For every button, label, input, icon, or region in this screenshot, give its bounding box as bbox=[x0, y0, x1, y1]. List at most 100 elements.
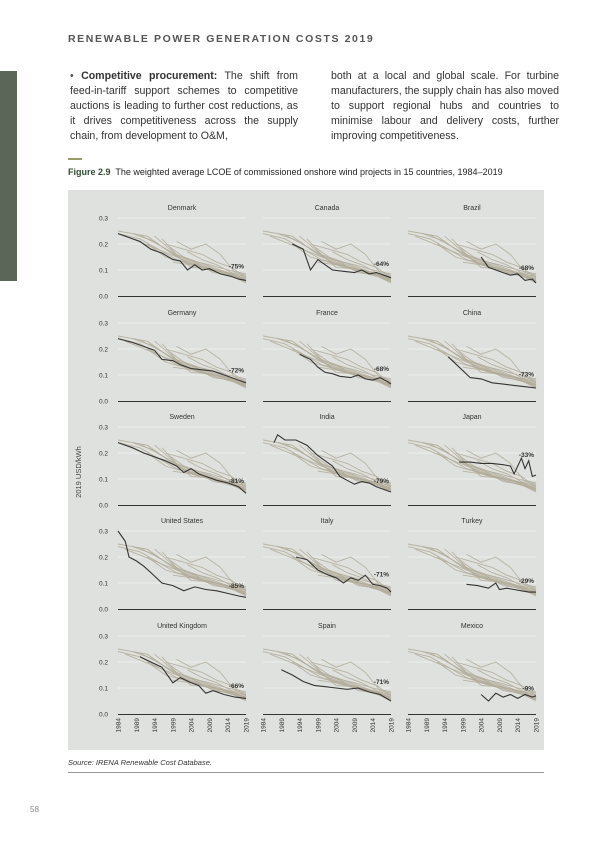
background-series-line bbox=[183, 569, 247, 594]
panel-title-spain: Spain bbox=[318, 623, 336, 630]
background-series-line bbox=[176, 346, 247, 381]
background-series-line bbox=[310, 243, 392, 279]
y-tick-label: 0.2 bbox=[99, 660, 108, 667]
background-series-line bbox=[473, 465, 537, 490]
y-tick-label: 0.1 bbox=[99, 581, 108, 588]
y-axis-label: 2019 USD/kWh bbox=[74, 446, 83, 498]
x-tick-label: 2014 bbox=[370, 718, 377, 733]
background-series-line bbox=[455, 243, 537, 279]
background-series-line bbox=[165, 243, 247, 279]
small-multiples-chart: 2019 USD/kWh 0.0 0.1 0.2 0.3 Denmark -75% Canad… bbox=[74, 205, 541, 733]
x-tick-label: 1999 bbox=[170, 718, 177, 733]
background-series-line bbox=[270, 653, 392, 695]
change-label-united-states: -85% bbox=[229, 583, 244, 590]
background-series-line bbox=[168, 559, 247, 588]
background-series-line bbox=[458, 246, 537, 275]
x-tick-label: 1984 bbox=[116, 718, 123, 733]
background-series-line bbox=[415, 653, 537, 695]
y-tick-label: 0.0 bbox=[99, 399, 108, 406]
change-label-china: -73% bbox=[519, 371, 534, 378]
background-series-line bbox=[176, 659, 247, 694]
background-series-line bbox=[270, 548, 392, 590]
background-series-line bbox=[321, 241, 392, 276]
background-series-line bbox=[458, 351, 537, 380]
background-series-line bbox=[462, 470, 537, 489]
figure-rule bbox=[68, 158, 82, 160]
series-line-united-kingdom bbox=[139, 656, 247, 699]
x-tick-label: 2019 bbox=[244, 718, 251, 733]
y-tick-label: 0.1 bbox=[99, 373, 108, 380]
change-label-japan: -33% bbox=[519, 452, 534, 459]
panel-title-japan: Japan bbox=[462, 414, 481, 421]
background-series-line bbox=[415, 444, 537, 486]
background-series-line bbox=[292, 243, 392, 281]
y-tick-label: 0.1 bbox=[99, 477, 108, 484]
series-line-brazil bbox=[480, 256, 537, 284]
series-line-japan bbox=[459, 456, 537, 478]
panel-title-united-states: United States bbox=[161, 518, 204, 525]
series-line-germany bbox=[117, 338, 247, 384]
panel-title-denmark: Denmark bbox=[168, 205, 197, 212]
background-series-line bbox=[328, 674, 392, 699]
change-label-sweden: -81% bbox=[229, 478, 244, 485]
background-series-line bbox=[183, 361, 247, 386]
background-series-line bbox=[466, 241, 537, 276]
x-tick-label: 1989 bbox=[279, 718, 286, 733]
body-text-right: both at a local and global scale. For tu… bbox=[331, 69, 559, 144]
background-series-line bbox=[458, 664, 537, 693]
y-tick-label: 0.0 bbox=[99, 712, 108, 719]
series-line-china bbox=[447, 356, 537, 389]
x-tick-label: 1999 bbox=[315, 718, 322, 733]
x-tick-label: 2004 bbox=[334, 718, 341, 733]
background-series-line bbox=[313, 246, 392, 275]
background-series-line bbox=[429, 234, 537, 280]
change-label-denmark: -75% bbox=[229, 264, 244, 271]
series-line-spain bbox=[281, 669, 392, 702]
panel-title-italy: Italy bbox=[321, 518, 334, 525]
background-series-line bbox=[473, 569, 537, 594]
background-series-line bbox=[168, 455, 247, 484]
figure-caption-text: The weighted average LCOE of commissione… bbox=[115, 167, 503, 177]
background-series-line bbox=[313, 559, 392, 588]
background-series-line bbox=[284, 547, 392, 593]
background-series-line bbox=[473, 674, 537, 699]
x-tick-label: 1989 bbox=[424, 718, 431, 733]
side-bar bbox=[0, 71, 17, 281]
background-series-line bbox=[168, 246, 247, 275]
background-series-line bbox=[313, 455, 392, 484]
background-series-line bbox=[473, 361, 537, 386]
x-tick-label: 1989 bbox=[134, 718, 141, 733]
background-series-line bbox=[437, 348, 537, 386]
background-series-line bbox=[455, 348, 537, 384]
background-series-line bbox=[313, 351, 392, 380]
series-line-india bbox=[273, 433, 392, 493]
y-tick-label: 0.3 bbox=[99, 634, 108, 641]
x-tick-label: 2009 bbox=[352, 718, 359, 733]
background-series-line bbox=[168, 351, 247, 380]
background-series-line bbox=[125, 340, 247, 382]
background-series-line bbox=[321, 659, 392, 694]
change-label-india: -79% bbox=[374, 478, 389, 485]
source-note: Source: IRENA Renewable Cost Database. bbox=[68, 758, 212, 767]
background-series-line bbox=[284, 652, 392, 698]
background-series-line bbox=[462, 261, 537, 280]
series-line-france bbox=[299, 353, 392, 385]
background-series-line bbox=[183, 256, 247, 281]
background-series-line bbox=[125, 548, 247, 590]
background-series-line bbox=[183, 674, 247, 699]
background-series-line bbox=[317, 470, 392, 489]
panel-title-canada: Canada bbox=[315, 205, 340, 212]
background-series-line bbox=[458, 559, 537, 588]
y-tick-label: 0.3 bbox=[99, 425, 108, 432]
x-tick-label: 2019 bbox=[534, 718, 541, 733]
change-label-united-kingdom: -66% bbox=[229, 683, 244, 690]
background-series-line bbox=[317, 366, 392, 385]
background-series-line bbox=[172, 574, 247, 593]
panel-title-turkey: Turkey bbox=[461, 518, 483, 525]
x-tick-label: 2009 bbox=[497, 718, 504, 733]
x-tick-label: 1984 bbox=[406, 718, 413, 733]
panel-title-india: India bbox=[319, 414, 334, 421]
background-series-line bbox=[310, 348, 392, 384]
y-tick-label: 0.0 bbox=[99, 294, 108, 301]
y-tick-label: 0.3 bbox=[99, 321, 108, 328]
